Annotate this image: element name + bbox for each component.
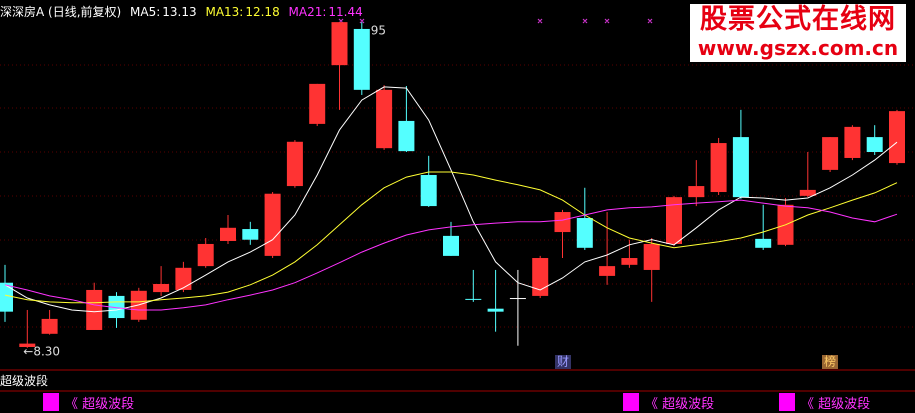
ma-line bbox=[4, 86, 898, 313]
signal-label: 《 超级波段 bbox=[801, 396, 871, 412]
candle-body bbox=[153, 283, 170, 293]
cross-icons bbox=[338, 18, 653, 24]
marker-label: 榜 bbox=[824, 354, 836, 369]
candle-body bbox=[799, 189, 816, 196]
candle-body bbox=[309, 83, 326, 124]
candle-body bbox=[420, 174, 437, 207]
watermark-title: 股票公式在线网 bbox=[700, 4, 896, 35]
candle-body bbox=[331, 22, 348, 66]
candle-body bbox=[822, 137, 839, 170]
candle-body bbox=[844, 126, 861, 158]
signal-box bbox=[623, 393, 639, 411]
candle-body bbox=[599, 266, 616, 276]
candle-body bbox=[643, 243, 660, 270]
signal-bar: 《 超级波段 《 超级波段 《 超级波段 bbox=[0, 393, 915, 413]
candle-body bbox=[19, 343, 36, 348]
chart-title: 深深房A (日线,前复权) bbox=[0, 5, 122, 19]
candle-body bbox=[286, 141, 303, 187]
candle-body bbox=[242, 229, 259, 240]
candle-body bbox=[866, 137, 883, 153]
marker-label: 财 bbox=[557, 355, 569, 369]
candle-body bbox=[443, 235, 459, 256]
candle-body bbox=[197, 243, 214, 267]
candle-body bbox=[889, 111, 905, 164]
candle-body bbox=[86, 289, 103, 330]
ma-line bbox=[4, 199, 898, 311]
candle-body bbox=[755, 238, 772, 248]
candle-body bbox=[509, 298, 526, 300]
signal-label: 《 超级波段 bbox=[65, 396, 135, 412]
signal: 《 超级波段 bbox=[623, 393, 715, 412]
signal-crosses bbox=[338, 18, 653, 24]
legend-name: MA21: bbox=[288, 5, 327, 19]
candle-body bbox=[353, 28, 370, 90]
candle-body bbox=[621, 258, 638, 265]
candle-body bbox=[264, 193, 281, 256]
watermark: 股票公式在线网 www.gszx.com.cn bbox=[690, 4, 906, 62]
candle-body bbox=[175, 267, 192, 290]
grid bbox=[0, 64, 915, 328]
signal: 《 超级波段 bbox=[779, 393, 871, 412]
price-annotation: 95 bbox=[371, 24, 386, 38]
candle-body bbox=[666, 197, 682, 244]
candle-body bbox=[710, 143, 727, 193]
candle-body bbox=[220, 227, 236, 241]
candle-body bbox=[376, 89, 393, 149]
candle-body bbox=[532, 258, 549, 296]
signal-box bbox=[43, 393, 59, 411]
legend-name: MA13: bbox=[205, 5, 244, 19]
candle-body bbox=[0, 282, 13, 312]
candle-body bbox=[732, 137, 749, 198]
price-annotation: ←8.30 bbox=[23, 344, 60, 358]
marker-box bbox=[822, 355, 838, 369]
legend-name: MA5: bbox=[130, 5, 161, 19]
candle-body bbox=[487, 308, 504, 312]
signal-box bbox=[779, 393, 795, 411]
candles bbox=[0, 22, 905, 348]
candle-body bbox=[465, 298, 482, 300]
candle-body bbox=[688, 186, 705, 198]
legend-value: 13.13 bbox=[162, 5, 197, 19]
candle-body bbox=[41, 318, 58, 334]
legend-value: 12.18 bbox=[245, 5, 280, 19]
indicator-name: 超级波段 bbox=[0, 374, 49, 388]
legend-value: 11.44 bbox=[328, 5, 363, 19]
ma-line bbox=[4, 171, 898, 304]
watermark-url: www.gszx.com.cn bbox=[697, 36, 899, 60]
signal-label: 《 超级波段 bbox=[645, 396, 715, 412]
candle-body bbox=[554, 212, 571, 233]
marker-box bbox=[555, 355, 571, 369]
signal: 《 超级波段 bbox=[43, 393, 135, 412]
header: 深深房A (日线,前复权) MA5: 13.13 MA13: 12.18 MA21:… bbox=[0, 3, 368, 20]
candle-body bbox=[576, 217, 593, 248]
candle-body bbox=[398, 120, 415, 152]
